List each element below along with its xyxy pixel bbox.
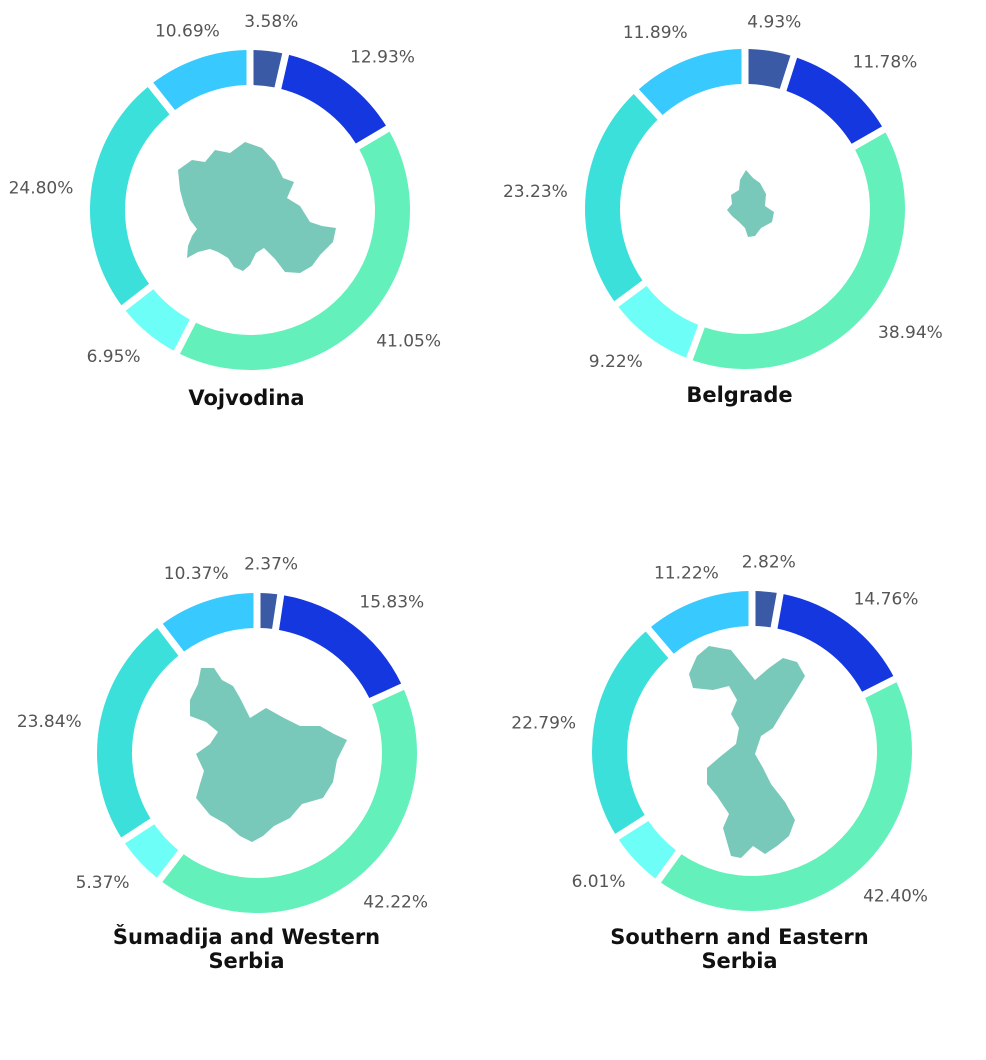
donut-slice-seg-c bbox=[162, 689, 417, 914]
region-title: Šumadija and Western Serbia bbox=[112, 925, 381, 973]
slice-value-label: 24.80% bbox=[9, 178, 74, 198]
donut-slice-seg-a bbox=[755, 591, 777, 628]
slice-value-label: 11.89% bbox=[623, 23, 688, 43]
donut-slice-seg-a bbox=[260, 593, 278, 629]
donut-slice-seg-d bbox=[125, 824, 179, 878]
slice-value-label: 22.79% bbox=[511, 714, 576, 734]
donut-chart-sumadija: 2.37% 15.83% 42.22% 5.37% 23.84% 10.37% bbox=[17, 555, 428, 914]
slice-value-label: 38.94% bbox=[878, 323, 943, 343]
slice-value-label: 12.93% bbox=[350, 48, 415, 68]
chart-panel-southern: 2.82% 14.76% 42.40% 6.01% 22.79% 11.22% South… bbox=[493, 530, 986, 1060]
donut-slice-seg-c bbox=[692, 132, 906, 370]
donut-slice-seg-e bbox=[592, 631, 669, 834]
donut-slice-seg-c bbox=[179, 131, 411, 371]
slice-value-label: 15.83% bbox=[359, 592, 424, 612]
slice-value-label: 11.22% bbox=[654, 564, 719, 584]
slice-value-label: 42.40% bbox=[863, 887, 928, 907]
donut-chart-vojvodina: 3.58% 12.93% 41.05% 6.95% 24.80% 10.69% bbox=[9, 12, 441, 371]
donut-slice-seg-e bbox=[89, 86, 170, 306]
donut-slice-seg-a bbox=[253, 50, 283, 88]
slice-value-label: 23.23% bbox=[503, 182, 568, 202]
donut-slice-seg-f bbox=[651, 591, 749, 654]
donut-slice-seg-e bbox=[584, 94, 658, 302]
donut-slice-seg-b bbox=[786, 57, 883, 144]
slice-value-label: 10.37% bbox=[164, 564, 229, 584]
region-title: Southern and Eastern Serbia bbox=[610, 925, 869, 973]
slice-value-label: 2.82% bbox=[742, 553, 796, 573]
slice-value-label: 2.37% bbox=[244, 555, 298, 575]
slice-value-label: 4.93% bbox=[747, 12, 801, 32]
donut-slice-seg-b bbox=[777, 594, 894, 692]
donut-chart-belgrade: 4.93% 11.78% 38.94% 9.22% 23.23% 11.89% bbox=[503, 12, 943, 372]
chart-panel-sumadija: 2.37% 15.83% 42.22% 5.37% 23.84% 10.37% Šumad… bbox=[0, 530, 493, 1060]
chart-panel-vojvodina: 3.58% 12.93% 41.05% 6.95% 24.80% 10.69% Vojvo… bbox=[0, 0, 493, 530]
map-belgrade-icon bbox=[727, 170, 774, 237]
donut-slice-seg-f bbox=[638, 49, 742, 115]
donut-slice-seg-d bbox=[125, 289, 190, 351]
slice-value-label: 41.05% bbox=[376, 331, 441, 351]
slice-value-label: 9.22% bbox=[589, 352, 643, 372]
donut-slice-seg-e bbox=[96, 627, 179, 838]
donut-slice-seg-f bbox=[162, 593, 254, 652]
slice-value-label: 42.22% bbox=[363, 893, 428, 913]
donut-slice-seg-b bbox=[281, 54, 386, 144]
donut-slice-seg-c bbox=[660, 682, 912, 911]
slice-value-label: 10.69% bbox=[155, 22, 220, 42]
slice-value-label: 5.37% bbox=[76, 873, 130, 893]
donut-slice-seg-d bbox=[618, 820, 676, 879]
donut-slice-seg-f bbox=[153, 50, 247, 111]
donut-slice-seg-a bbox=[748, 49, 791, 89]
slice-value-label: 11.78% bbox=[853, 52, 918, 72]
region-title: Vojvodina bbox=[188, 386, 305, 410]
donut-slice-seg-b bbox=[279, 595, 402, 699]
map-sumadija-icon bbox=[190, 668, 347, 842]
map-vojvodina-icon bbox=[178, 142, 336, 273]
region-title: Belgrade bbox=[686, 383, 793, 407]
donut-chart-southern: 2.82% 14.76% 42.40% 6.01% 22.79% 11.22% bbox=[511, 553, 928, 911]
slice-value-label: 6.95% bbox=[87, 347, 141, 367]
slice-value-label: 23.84% bbox=[17, 712, 82, 732]
donut-slice-seg-d bbox=[618, 286, 699, 358]
slice-value-label: 3.58% bbox=[244, 12, 298, 32]
map-southern-icon bbox=[689, 646, 805, 858]
slice-value-label: 14.76% bbox=[854, 590, 919, 610]
chart-panel-belgrade: 4.93% 11.78% 38.94% 9.22% 23.23% 11.89% Belgr… bbox=[493, 0, 986, 530]
slice-value-label: 6.01% bbox=[572, 872, 626, 892]
